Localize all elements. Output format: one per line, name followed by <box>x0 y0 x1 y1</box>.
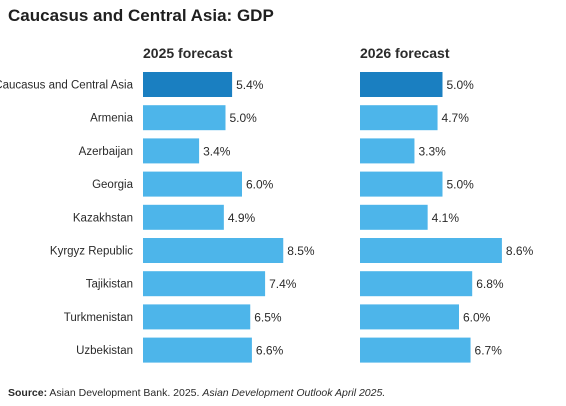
source-note: Source: Asian Development Bank. 2025. As… <box>8 387 385 399</box>
panel-title-2026-forecast: 2026 forecast <box>360 45 450 61</box>
category-label-uzbekistan: Uzbekistan <box>76 345 133 357</box>
bar-2026-forecast-caucasus-and-central-asia <box>360 72 443 97</box>
value-label-2026-forecast-georgia: 5.0% <box>447 178 475 192</box>
source-label: Source: <box>8 387 48 399</box>
bar-2025-forecast-caucasus-and-central-asia <box>143 72 233 97</box>
category-label-kyrgyz-republic: Kyrgyz Republic <box>50 246 133 258</box>
value-label-2026-forecast-armenia: 4.7% <box>442 111 470 125</box>
bar-2025-forecast-kyrgyz-republic <box>143 238 284 263</box>
category-label-georgia: Georgia <box>92 179 134 191</box>
value-label-2026-forecast-azerbaijan: 3.3% <box>418 144 446 158</box>
bar-2026-forecast-armenia <box>360 105 438 131</box>
value-label-2026-forecast-turkmenistan: 6.0% <box>463 310 491 324</box>
value-label-2025-forecast-kyrgyz-republic: 8.5% <box>287 244 315 258</box>
bar-2026-forecast-azerbaijan <box>360 138 415 164</box>
bar-chart: 2025 forecast 2026 forecast Caucasus and C… <box>0 45 534 363</box>
value-label-2026-forecast-tajikistan: 6.8% <box>476 277 504 291</box>
bar-2025-forecast-georgia <box>143 171 242 197</box>
bar-2025-forecast-turkmenistan <box>143 304 251 330</box>
bar-2026-forecast-kazakhstan <box>360 204 428 230</box>
value-label-2025-forecast-tajikistan: 7.4% <box>269 277 297 291</box>
source-text: Asian Development Bank. 2025. <box>47 387 203 399</box>
value-label-2026-forecast-kazakhstan: 4.1% <box>432 211 460 225</box>
value-label-2026-forecast-kyrgyz-republic: 8.6% <box>506 244 534 258</box>
category-label-caucasus-and-central-asia: Caucasus and Central Asia <box>0 80 134 92</box>
chart-title: Caucasus and Central Asia: GDP <box>8 6 274 25</box>
value-label-2025-forecast-caucasus-and-central-asia: 5.4% <box>236 78 264 92</box>
category-label-tajikistan: Tajikistan <box>86 279 133 291</box>
bar-2025-forecast-tajikistan <box>143 271 266 297</box>
category-label-turkmenistan: Turkmenistan <box>64 312 133 324</box>
bar-2025-forecast-kazakhstan <box>143 204 224 230</box>
source-publication: Asian Development Outlook April 2025. <box>202 387 386 399</box>
value-label-2026-forecast-caucasus-and-central-asia: 5.0% <box>447 78 475 92</box>
bar-2026-forecast-kyrgyz-republic <box>360 238 502 263</box>
panel-title-2025-forecast: 2025 forecast <box>143 45 233 61</box>
bar-2026-forecast-turkmenistan <box>360 304 459 330</box>
bar-2026-forecast-uzbekistan <box>360 337 471 363</box>
value-label-2025-forecast-armenia: 5.0% <box>230 111 258 125</box>
bar-2025-forecast-azerbaijan <box>143 138 200 164</box>
bar-2026-forecast-georgia <box>360 171 443 197</box>
value-label-2025-forecast-kazakhstan: 4.9% <box>228 211 256 225</box>
value-label-2025-forecast-uzbekistan: 6.6% <box>256 344 284 358</box>
value-label-2026-forecast-uzbekistan: 6.7% <box>475 344 503 358</box>
category-label-kazakhstan: Kazakhstan <box>73 212 133 224</box>
category-label-armenia: Armenia <box>90 113 133 125</box>
value-label-2025-forecast-turkmenistan: 6.5% <box>254 310 282 324</box>
value-label-2025-forecast-georgia: 6.0% <box>246 178 274 192</box>
bar-2026-forecast-tajikistan <box>360 271 473 297</box>
category-label-azerbaijan: Azerbaijan <box>79 146 133 158</box>
value-label-2025-forecast-azerbaijan: 3.4% <box>203 144 231 158</box>
bar-2025-forecast-armenia <box>143 105 226 131</box>
bar-2025-forecast-uzbekistan <box>143 337 252 363</box>
